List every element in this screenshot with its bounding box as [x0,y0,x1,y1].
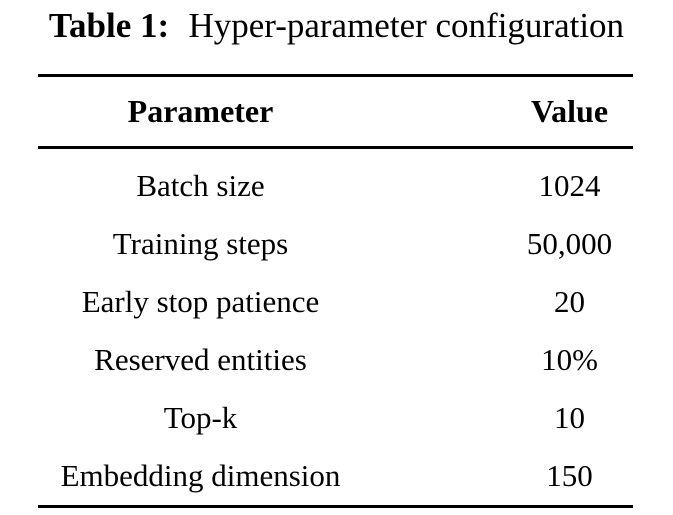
value-cell: 1024 [538,168,601,203]
parameter-cell: Reserved entities [94,342,307,377]
table-bottom-rule [38,505,633,508]
value-cell: 50,000 [526,226,613,261]
table-header-row: Parameter Value [38,77,633,146]
parameter-cell: Top-k [163,400,238,435]
caption-label: Table 1: [48,6,170,45]
parameter-cell: Embedding dimension [60,458,341,493]
value-cell: 10 [554,400,585,435]
column-header-value: Value [530,93,609,129]
table-row: Reserved entities 10% [38,331,633,389]
column-header-parameter: Parameter [127,93,274,129]
table-top-rule [38,74,633,77]
value-cell: 20 [554,284,585,319]
table-body: Batch size 1024 Training steps 50,000 Ea… [38,157,633,505]
parameter-cell: Batch size [136,168,265,203]
value-cell: 150 [546,458,593,493]
table-row: Batch size 1024 [38,157,633,215]
table-row: Training steps 50,000 [38,215,633,273]
table-row: Early stop patience 20 [38,273,633,331]
table-mid-rule [38,146,633,149]
parameter-cell: Training steps [112,226,289,261]
value-cell: 10% [541,342,598,377]
caption-text: Hyper-parameter configuration [188,6,625,45]
table-row: Top-k 10 [38,389,633,447]
parameter-cell: Early stop patience [81,284,320,319]
table-caption: Table 1: Hyper-parameter configuration [0,0,673,52]
table-row: Embedding dimension 150 [38,447,633,505]
